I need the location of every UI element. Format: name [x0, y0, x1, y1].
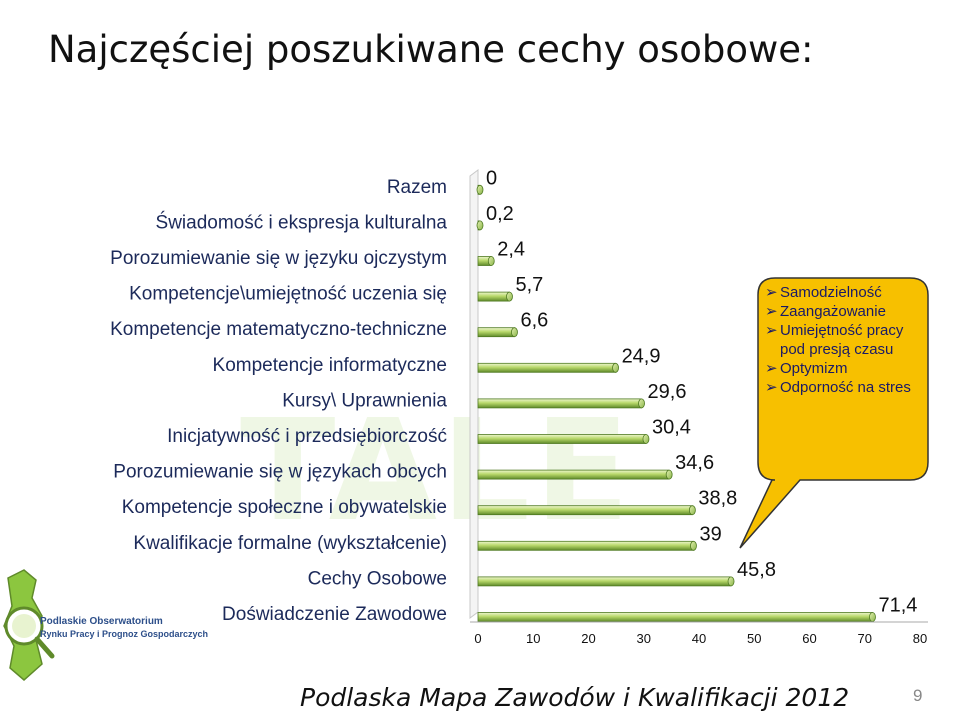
- data-label: 71,4: [878, 595, 917, 617]
- bar-cap: [511, 327, 518, 338]
- x-tick-label: 60: [802, 631, 816, 646]
- category-label: Kompetencje informatyczne: [213, 355, 447, 376]
- bar-cap: [506, 291, 513, 302]
- callout-bubble: [739, 277, 929, 549]
- bar: [477, 505, 693, 516]
- bar: [477, 576, 732, 587]
- data-label: 34,6: [675, 452, 714, 474]
- bar: [477, 434, 647, 444]
- bar-cap: [665, 469, 673, 480]
- x-tick-label: 50: [747, 631, 761, 646]
- category-label: Porozumiewanie się w języku ojczystym: [110, 248, 447, 269]
- category-label: Kompetencje matematyczno-techniczne: [110, 319, 447, 340]
- x-tick-label: 70: [858, 631, 872, 646]
- data-label: 0,2: [486, 203, 514, 225]
- x-tick-label: 0: [474, 631, 481, 646]
- x-tick-label: 20: [581, 631, 595, 646]
- chart-back-wall: [469, 169, 479, 619]
- logo-line2: Rynku Pracy i Prognoz Gospodarczych: [40, 629, 209, 639]
- logo-graphic: [3, 569, 55, 681]
- callout-item: ➢ Odporność na stres: [765, 379, 911, 396]
- bar-cap: [688, 505, 696, 516]
- category-labels: Razem Świadomość i ekspresja kulturalna Po…: [110, 177, 447, 625]
- x-tick-label: 30: [637, 631, 651, 646]
- bar-cap: [487, 256, 495, 266]
- category-label: Razem: [387, 177, 447, 198]
- category-label: Doświadczenie Zawodowe: [222, 604, 447, 625]
- data-label: 30,4: [652, 417, 691, 439]
- x-tick-label: 10: [526, 631, 540, 646]
- callout-item: ➢ Zaangażowanie: [765, 303, 886, 320]
- bar-cap: [476, 184, 484, 195]
- arrow-bullet-icon: ➢: [765, 379, 778, 396]
- slide-title: Najczęściej poszukiwane cechy osobowe:: [48, 28, 814, 71]
- callout-text: ➢ Samodzielność ➢ Zaangażowanie ➢ Umiejętno…: [765, 283, 925, 397]
- data-label: 6,6: [520, 310, 548, 332]
- bar-cap: [690, 540, 697, 551]
- category-label: Świadomość i ekspresja kulturalna: [156, 211, 448, 233]
- plot-area: 0 0,2 2,4 5,7 6,6 24,9 29,6 30,4 34,6 38,8 39 45,8 7…: [469, 167, 917, 622]
- bar: [477, 469, 670, 480]
- bar: [477, 327, 515, 338]
- arrow-bullet-icon: ➢: [765, 360, 778, 377]
- category-label: Kursy\ Uprawnienia: [282, 390, 447, 411]
- x-tick-label: 80: [913, 631, 927, 646]
- category-label: Cechy Osobowe: [308, 568, 447, 589]
- callout-item: ➢ Samodzielność: [765, 284, 882, 301]
- data-label: 2,4: [497, 239, 525, 261]
- data-label: 24,9: [622, 345, 661, 367]
- arrow-bullet-icon: ➢: [765, 322, 778, 339]
- callout-item: ➢ Umiejętność pracy pod presją czasu: [765, 322, 904, 358]
- category-label: Kwalifikacje formalne (wykształcenie): [133, 533, 447, 554]
- arrow-bullet-icon: ➢: [765, 303, 778, 320]
- bar: [477, 291, 510, 302]
- page-number: 9: [913, 686, 923, 705]
- bar: [477, 540, 694, 551]
- bar-cap: [612, 362, 619, 373]
- logo: Podlaskie Obserwatorium Rynku Pracy i Pr…: [2, 568, 232, 688]
- x-tick-label: 40: [692, 631, 706, 646]
- footer: Podlaska Mapa Zawodów i Kwalifikacji 201…: [300, 683, 850, 712]
- logo-line1: Podlaskie Obserwatorium: [40, 616, 163, 627]
- callout-item: ➢ Optymizm: [765, 360, 848, 377]
- data-label: 45,8: [737, 559, 776, 581]
- category-label: Kompetencje\umiejętność uczenia się: [129, 284, 447, 305]
- data-label: 38,8: [698, 488, 737, 510]
- bar-cap: [869, 612, 876, 622]
- category-label: Inicjatywność i przedsiębiorczość: [167, 426, 447, 447]
- data-label: 29,6: [648, 381, 687, 403]
- bar-cap: [638, 398, 645, 409]
- x-axis: 0 10 20 30 40 50 60 70 80: [470, 621, 928, 646]
- bar: [477, 362, 616, 373]
- callout: [739, 277, 929, 549]
- bar: [477, 612, 873, 622]
- arrow-bullet-icon: ➢: [765, 284, 778, 301]
- category-label: Porozumiewanie się w językach obcych: [113, 462, 447, 483]
- category-label: Kompetencje społeczne i obywatelskie: [122, 497, 447, 518]
- bar: [477, 398, 642, 409]
- data-label: 5,7: [515, 274, 543, 296]
- data-label: 0: [486, 167, 497, 189]
- data-label: 39: [699, 523, 721, 545]
- bar-cap: [727, 576, 735, 587]
- bar-cap: [642, 434, 650, 444]
- bar-cap: [476, 220, 484, 231]
